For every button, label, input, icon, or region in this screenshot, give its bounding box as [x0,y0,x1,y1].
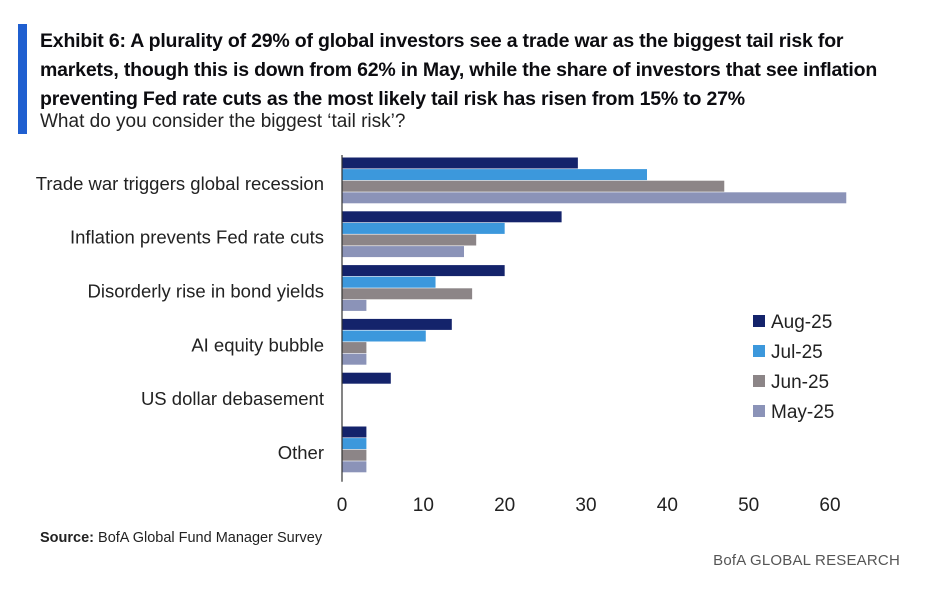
x-tick-label-1: 10 [413,495,434,516]
bar-jun-25-5 [342,449,367,461]
source-text: BofA Global Fund Manager Survey [94,530,323,546]
category-labels: Trade war triggers global recession Infla… [36,173,324,463]
x-tick-label-0: 0 [337,495,348,516]
x-tick-label-6: 60 [819,495,840,516]
legend-swatch-may-25 [753,405,765,417]
chart-subtitle: What do you consider the biggest ‘tail r… [40,111,406,132]
bar-jun-25-0 [342,180,725,192]
bar-jun-25-3 [342,342,367,354]
legend-label-may-25: May-25 [771,402,834,423]
x-tick-label-2: 20 [494,495,515,516]
bar-aug-25-3 [342,318,452,330]
category-label-0: Trade war triggers global recession [36,173,324,194]
bar-may-25-1 [342,246,464,258]
x-tick-labels: 0 10 20 30 40 50 60 [337,495,841,516]
legend: Aug-25 Jul-25 Jun-25 May-25 [753,312,834,423]
bar-may-25-3 [342,353,367,365]
bar-aug-25-2 [342,265,505,277]
exhibit-title: Exhibit 6: A plurality of 29% of global … [40,30,878,110]
legend-swatch-jun-25 [753,375,765,387]
bar-aug-25-0 [342,157,578,169]
x-tick-label-5: 50 [738,495,759,516]
legend-swatch-aug-25 [753,315,765,327]
brand-footer: BofA GLOBAL RESEARCH [713,552,900,569]
category-label-1: Inflation prevents Fed rate cuts [70,227,324,248]
x-tick-label-4: 40 [657,495,678,516]
bar-aug-25-1 [342,211,562,223]
source-note: Source: BofA Global Fund Manager Survey [40,530,322,546]
bar-jul-25-5 [342,438,367,450]
source-label: Source: [40,530,94,546]
bar-aug-25-5 [342,426,367,438]
bar-may-25-0 [342,192,847,204]
bar-jun-25-2 [342,288,473,300]
bar-jul-25-2 [342,276,436,288]
bar-jun-25-1 [342,234,477,246]
bars-group [342,157,847,473]
bar-jul-25-1 [342,222,505,234]
legend-label-aug-25: Aug-25 [771,312,832,333]
legend-label-jul-25: Jul-25 [771,342,823,363]
category-label-4: US dollar debasement [141,388,324,409]
bar-may-25-2 [342,299,367,311]
title-accent-bar [18,24,27,134]
legend-label-jun-25: Jun-25 [771,372,829,393]
bar-aug-25-4 [342,372,391,384]
legend-swatch-jul-25 [753,345,765,357]
category-label-5: Other [278,442,324,463]
bar-jul-25-3 [342,330,426,342]
bar-jul-25-0 [342,169,647,181]
category-label-2: Disorderly rise in bond yields [88,281,325,302]
x-tick-label-3: 30 [575,495,596,516]
category-label-3: AI equity bubble [191,334,324,355]
bar-may-25-5 [342,461,367,473]
